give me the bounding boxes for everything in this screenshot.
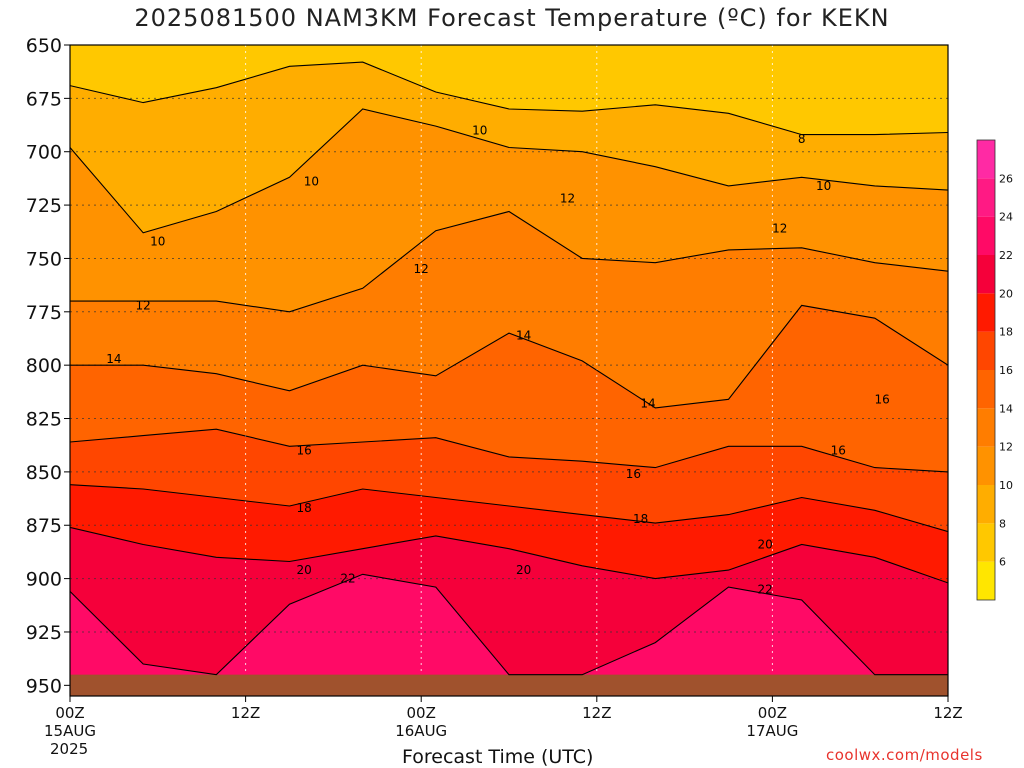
y-tick-label-650: 650 [26, 35, 62, 57]
colorbar-band-20 [977, 255, 995, 294]
isotherm-label-10-1: 10 [304, 175, 319, 189]
colorbar-label-16: 16 [999, 364, 1013, 377]
isotherm-label-12-0: 12 [136, 298, 151, 312]
colorbar-frame [976, 139, 996, 601]
isotherm-labels: 8 10 10 10 10 12 12 12 12 14 14 14 16 16 16 16 18 18 20 20 2… [106, 123, 890, 596]
x-tick-label-0: 00Z [55, 704, 84, 722]
colorbar-band-24 [977, 178, 995, 217]
x-axis-year: 2025 [50, 740, 89, 758]
y-tick-label-675: 675 [26, 88, 62, 110]
page-title: 2025081500 NAM3KM Forecast Temperature (… [134, 4, 890, 32]
isotherm-label-20-0: 20 [296, 563, 311, 577]
colorbar-band-4 [977, 561, 995, 600]
y-tick-label-925: 925 [26, 622, 62, 644]
y-tick-label-850: 850 [26, 462, 62, 484]
colorbar-band-12 [977, 408, 995, 447]
x-tick-date-48: 17AUG [746, 722, 798, 740]
y-tick-label-950: 950 [26, 675, 62, 697]
x-axis-title: Forecast Time (UTC) [402, 746, 594, 768]
x-tick-label-60: 12Z [933, 704, 962, 722]
y-tick-label-725: 725 [26, 195, 62, 217]
isotherm-label-16-1: 16 [626, 467, 641, 481]
isotherm-10 [70, 108, 948, 234]
x-tick-label-48: 00Z [758, 704, 787, 722]
colorbar-label-20: 20 [999, 287, 1013, 300]
isotherm-20 [70, 526, 948, 584]
colorbar-band-14 [977, 370, 995, 409]
y-tick-label-750: 750 [26, 248, 62, 270]
y-axis: 650 675 700 725 750 775 800 825 850 875 900 925 950 [26, 35, 70, 697]
x-tick-date-24: 16AUG [395, 722, 447, 740]
isotherm-label-12-2: 12 [560, 192, 575, 206]
isotherm-label-8-0: 8 [798, 132, 806, 146]
colorbar-label-12: 12 [999, 441, 1013, 454]
colorbar-label-18: 18 [999, 326, 1013, 339]
colorbar-band-16 [977, 331, 995, 370]
x-tick-label-24: 00Z [407, 704, 436, 722]
isotherm-label-12-1: 12 [414, 262, 429, 276]
isotherm-label-18-0: 18 [296, 501, 311, 515]
isotherm-label-18-1: 18 [633, 512, 648, 526]
y-tick-label-700: 700 [26, 142, 62, 164]
colorbar-label-26: 26 [999, 172, 1013, 185]
isotherm-label-12-3: 12 [772, 222, 787, 236]
isotherm-label-10-0: 10 [150, 234, 165, 248]
colorbar-band-22 [977, 216, 995, 255]
isotherm-label-20-2: 20 [757, 537, 772, 551]
ground-layer [70, 674, 948, 696]
y-tick-label-800: 800 [26, 355, 62, 377]
isotherm-16 [70, 428, 948, 473]
x-tick-label-12: 12Z [231, 704, 260, 722]
y-tick-label-900: 900 [26, 569, 62, 591]
isotherm-label-10-2: 10 [472, 123, 487, 137]
isotherm-14 [70, 304, 948, 409]
isotherm-label-14-0: 14 [106, 352, 121, 366]
colorbar-band-6 [977, 523, 995, 562]
colorbar-label-22: 22 [999, 249, 1013, 262]
isotherm-label-10-3: 10 [816, 179, 831, 193]
colorbar-label-10: 10 [999, 479, 1013, 492]
isotherm-label-14-2: 14 [640, 397, 655, 411]
colorbar-band-8 [977, 485, 995, 524]
isotherm-label-14-1: 14 [516, 328, 531, 342]
y-tick-label-825: 825 [26, 409, 62, 431]
plot-frame [69, 44, 949, 697]
isotherm-label-22-1: 22 [757, 582, 772, 596]
isotherm-22 [70, 573, 948, 676]
ground-fill [70, 674, 948, 696]
y-tick-label-875: 875 [26, 515, 62, 537]
isotherm-8 [70, 61, 948, 136]
isotherm-lines [70, 61, 948, 676]
x-tick-label-36: 12Z [582, 704, 611, 722]
isotherm-label-16-3: 16 [875, 392, 890, 406]
colorbar-label-6: 6 [999, 556, 1006, 569]
colorbar-band-10 [977, 446, 995, 485]
colorbar-band-18 [977, 293, 995, 332]
isotherm-12 [70, 210, 948, 313]
isotherm-label-16-2: 16 [831, 444, 846, 458]
colorbar-band-26 [977, 140, 995, 179]
colorbar-label-14: 14 [999, 402, 1013, 415]
x-tick-date-0: 15AUG [44, 722, 96, 740]
isotherm-label-22-0: 22 [340, 572, 355, 586]
colorbar: 6 8 10 12 14 16 18 20 22 24 26 [976, 139, 1013, 601]
isotherm-label-16-0: 16 [296, 444, 311, 458]
colorbar-label-8: 8 [999, 517, 1006, 530]
isotherm-label-20-1: 20 [516, 563, 531, 577]
colorbar-label-24: 24 [999, 211, 1013, 224]
temperature-fill-bands [70, 45, 948, 696]
credit-link[interactable]: coolwx.com/models [826, 746, 983, 764]
isotherm-18 [70, 484, 948, 533]
y-tick-label-775: 775 [26, 302, 62, 324]
